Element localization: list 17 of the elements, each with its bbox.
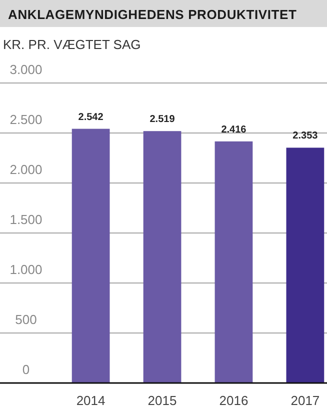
x-tick-label: 2017 <box>290 393 320 408</box>
y-tick-label: 2.000 <box>10 162 42 177</box>
y-tick-label: 3.000 <box>10 62 42 77</box>
y-axis-title: KR. PR. VÆGTET SAG <box>3 37 141 52</box>
y-tick-label: 1.000 <box>10 262 42 277</box>
data-label: 2.353 <box>292 130 318 142</box>
x-tick-label: 2014 <box>76 393 106 408</box>
chart-title: ANKLAGEMYNDIGHEDENS PRODUKTIVITET <box>8 7 297 22</box>
data-label: 2.416 <box>221 124 247 136</box>
data-label: 2.519 <box>150 114 176 126</box>
x-tick-label: 2015 <box>148 393 177 408</box>
y-tick-label: 0 <box>22 362 30 377</box>
y-tick-label: 1.500 <box>10 212 42 227</box>
y-tick-label: 500 <box>15 312 37 327</box>
x-tick-label: 2016 <box>219 393 248 408</box>
data-label: 2.542 <box>78 112 104 123</box>
y-tick-label: 2.500 <box>10 112 42 127</box>
